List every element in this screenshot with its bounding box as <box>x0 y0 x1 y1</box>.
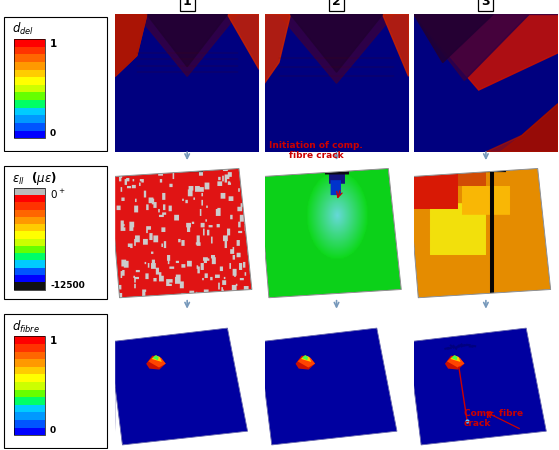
Polygon shape <box>296 356 315 369</box>
Text: $d_{fibre}$: $d_{fibre}$ <box>12 319 40 334</box>
Text: Comp. fibre
crack: Comp. fibre crack <box>464 409 523 428</box>
Bar <box>14 217 45 224</box>
Polygon shape <box>254 342 272 446</box>
Bar <box>14 54 45 62</box>
Polygon shape <box>500 104 558 152</box>
Polygon shape <box>298 356 315 368</box>
Polygon shape <box>414 14 558 81</box>
Polygon shape <box>228 14 259 69</box>
Text: 1: 1 <box>50 336 57 346</box>
Bar <box>14 344 45 351</box>
Text: $0^+$: $0^+$ <box>50 188 65 201</box>
Polygon shape <box>291 14 382 72</box>
Bar <box>14 70 45 77</box>
Polygon shape <box>264 14 291 83</box>
Polygon shape <box>259 328 397 445</box>
Bar <box>14 231 45 239</box>
PathPatch shape <box>259 311 409 449</box>
Bar <box>14 195 45 202</box>
Polygon shape <box>146 356 165 369</box>
Bar <box>14 130 45 138</box>
Polygon shape <box>445 356 465 369</box>
Text: -12500: -12500 <box>50 280 85 289</box>
Bar <box>14 390 45 397</box>
Polygon shape <box>115 14 147 77</box>
Bar <box>14 336 45 344</box>
Bar <box>14 115 45 123</box>
Polygon shape <box>148 356 165 368</box>
Bar <box>14 397 45 405</box>
Bar <box>14 246 45 253</box>
Polygon shape <box>408 328 546 445</box>
Polygon shape <box>153 356 159 360</box>
Bar <box>14 374 45 382</box>
Bar <box>14 413 45 420</box>
Polygon shape <box>301 356 311 362</box>
Polygon shape <box>451 356 457 360</box>
Bar <box>14 188 45 195</box>
Text: $\varepsilon_{ll}$  ($\mu\varepsilon$): $\varepsilon_{ll}$ ($\mu\varepsilon$) <box>12 170 57 187</box>
Bar <box>14 100 45 108</box>
Bar <box>14 428 45 435</box>
Bar <box>14 268 45 275</box>
Bar <box>14 253 45 261</box>
Polygon shape <box>137 14 238 77</box>
Text: 2: 2 <box>332 0 341 8</box>
PathPatch shape <box>408 311 558 449</box>
PathPatch shape <box>110 311 259 449</box>
Bar <box>14 359 45 367</box>
Bar <box>14 420 45 427</box>
Text: 3: 3 <box>482 0 490 8</box>
Bar <box>14 282 45 289</box>
Bar <box>14 62 45 70</box>
Polygon shape <box>486 104 558 152</box>
Polygon shape <box>151 356 162 362</box>
Polygon shape <box>404 342 421 446</box>
Polygon shape <box>110 328 248 445</box>
Bar <box>14 238 45 246</box>
Bar <box>14 123 45 130</box>
Bar <box>14 47 45 54</box>
Polygon shape <box>447 356 465 368</box>
PathPatch shape <box>259 163 409 301</box>
Bar <box>14 382 45 390</box>
Text: 0: 0 <box>50 129 56 138</box>
Polygon shape <box>147 14 228 67</box>
Bar <box>14 224 45 231</box>
Bar <box>14 405 45 413</box>
Text: Initiation of comp.
fibre crack: Initiation of comp. fibre crack <box>269 141 363 160</box>
Bar <box>14 188 45 289</box>
Bar <box>14 336 45 435</box>
Text: 0: 0 <box>50 426 56 435</box>
Polygon shape <box>414 14 493 63</box>
Text: 1: 1 <box>183 0 192 8</box>
Bar <box>14 202 45 210</box>
Bar <box>14 351 45 359</box>
Bar <box>14 39 45 47</box>
Polygon shape <box>279 14 394 83</box>
Polygon shape <box>451 356 461 362</box>
Bar <box>14 275 45 282</box>
Polygon shape <box>414 14 558 90</box>
Bar <box>14 93 45 100</box>
PathPatch shape <box>408 163 558 301</box>
Bar <box>14 261 45 268</box>
Bar <box>14 85 45 93</box>
Bar <box>14 77 45 85</box>
Text: $d_{del}$: $d_{del}$ <box>12 21 34 37</box>
Polygon shape <box>115 14 147 77</box>
Bar <box>14 210 45 217</box>
Bar <box>14 39 45 138</box>
Bar <box>14 108 45 115</box>
PathPatch shape <box>110 163 259 301</box>
Polygon shape <box>105 342 122 446</box>
Polygon shape <box>382 14 409 77</box>
Bar <box>14 367 45 374</box>
Polygon shape <box>302 356 308 360</box>
Text: 1: 1 <box>50 39 57 49</box>
